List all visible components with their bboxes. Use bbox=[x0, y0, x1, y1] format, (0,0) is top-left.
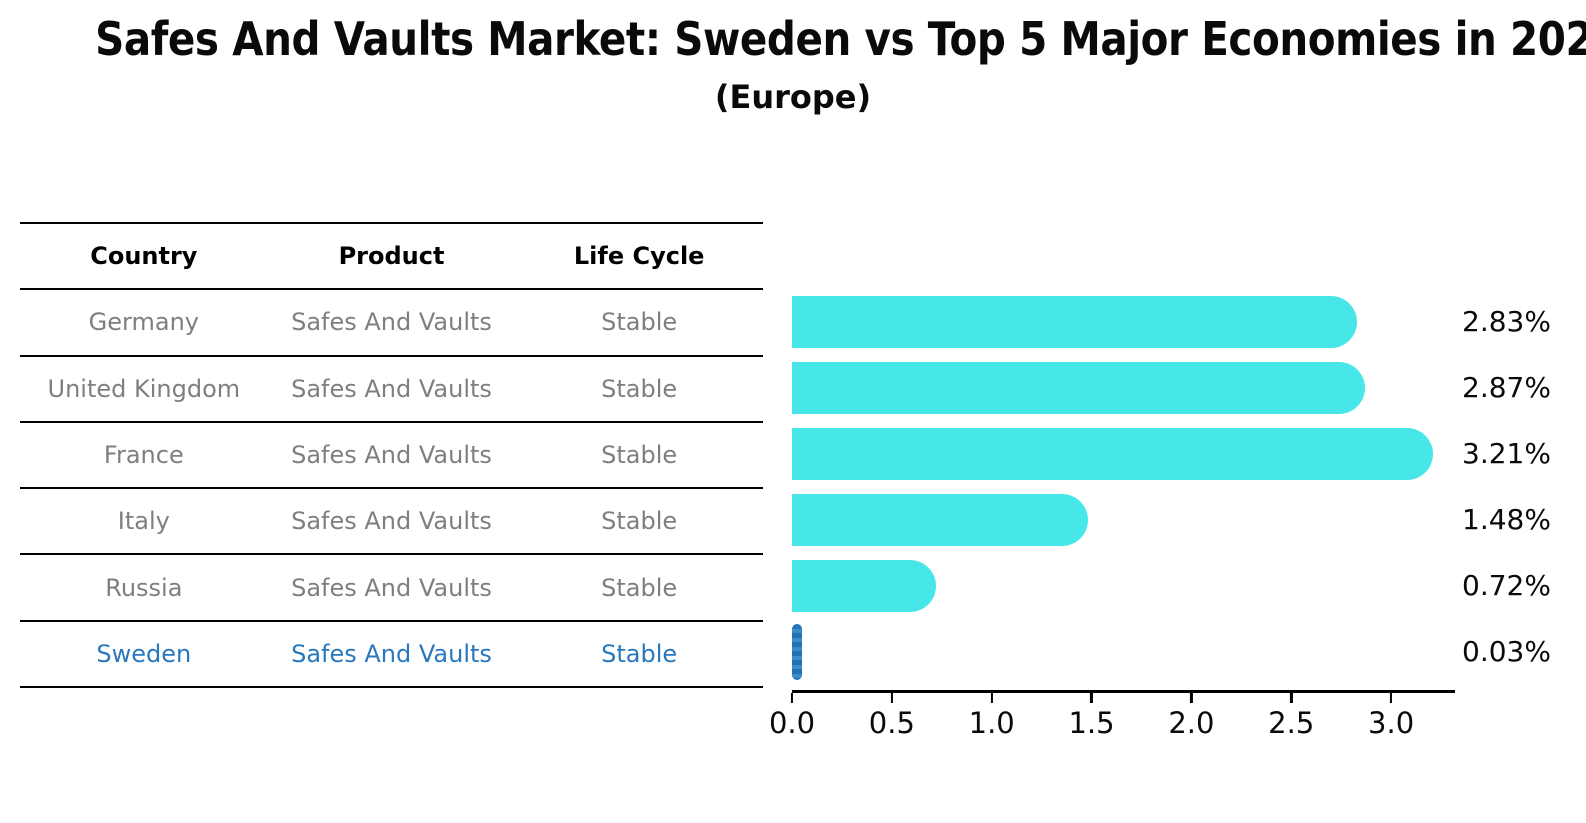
table-row-france: France Safes And Vaults Stable bbox=[20, 423, 763, 490]
country-table: Country Product Life Cycle Germany Safes… bbox=[20, 222, 763, 689]
cell-product: Safes And Vaults bbox=[291, 573, 492, 602]
cell-product: Safes And Vaults bbox=[291, 441, 492, 470]
cell-country: Sweden bbox=[96, 639, 192, 668]
tick-mark bbox=[790, 693, 794, 703]
page-subtitle: (Europe) bbox=[714, 78, 872, 116]
cell-country: Italy bbox=[117, 507, 170, 536]
x-axis-tick: 1.0 bbox=[969, 693, 1015, 740]
table-row-italy: Italy Safes And Vaults Stable bbox=[20, 489, 763, 556]
cell-country: United Kingdom bbox=[47, 374, 241, 403]
tick-label: 2.0 bbox=[1168, 706, 1215, 740]
value-label-italy: 1.48% bbox=[1462, 503, 1551, 536]
cell-life-cycle: Stable bbox=[601, 374, 678, 403]
table-row-russia: Russia Safes And Vaults Stable bbox=[20, 555, 763, 622]
bar-germany bbox=[792, 296, 1358, 348]
x-axis-tick: 0.5 bbox=[869, 693, 915, 740]
tick-mark bbox=[890, 693, 894, 703]
x-axis-tick: 0.0 bbox=[769, 693, 815, 740]
bar-russia bbox=[792, 560, 936, 612]
tick-mark bbox=[1090, 693, 1093, 703]
page-title: Safes And Vaults Market: Sweden vs Top 5… bbox=[95, 12, 1586, 66]
tick-mark bbox=[1289, 693, 1293, 703]
cell-product: Safes And Vaults bbox=[291, 374, 492, 403]
tick-label: 1.0 bbox=[968, 706, 1015, 740]
value-label-france: 3.21% bbox=[1462, 437, 1551, 470]
value-label-sweden: 0.03% bbox=[1462, 635, 1551, 668]
tick-mark bbox=[990, 693, 993, 703]
table-header-life-cycle: Life Cycle bbox=[573, 242, 705, 271]
table-row-sweden-highlighted: Sweden Safes And Vaults Stable bbox=[20, 622, 763, 689]
x-axis-tick: 2.5 bbox=[1268, 693, 1314, 740]
value-label-russia: 0.72% bbox=[1462, 569, 1551, 602]
table-header-product: Product bbox=[338, 242, 445, 271]
table-row-germany: Germany Safes And Vaults Stable bbox=[20, 290, 763, 357]
cell-life-cycle: Stable bbox=[601, 308, 678, 337]
table-header-row: Country Product Life Cycle bbox=[20, 224, 763, 291]
value-label-germany: 2.83% bbox=[1462, 305, 1551, 338]
x-axis-tick: 3.0 bbox=[1368, 693, 1414, 740]
cell-life-cycle: Stable bbox=[601, 639, 678, 668]
cell-life-cycle: Stable bbox=[601, 507, 678, 536]
bar-value-labels: 2.83% 2.87% 3.21% 1.48% 0.72% 0.03% bbox=[1462, 290, 1582, 693]
bar-italy bbox=[792, 494, 1088, 546]
cell-product: Safes And Vaults bbox=[291, 507, 492, 536]
bar-sweden-highlighted bbox=[792, 624, 802, 680]
table-header-country: Country bbox=[90, 242, 198, 271]
tick-label: 1.5 bbox=[1068, 706, 1115, 740]
cell-product: Safes And Vaults bbox=[291, 308, 492, 337]
cell-country: Germany bbox=[88, 308, 199, 337]
bar-france bbox=[792, 428, 1434, 480]
bar-chart-plot-area: 0.0 0.5 1.0 1.5 2.0 2.5 3.0 bbox=[769, 290, 1455, 740]
tick-label: 3.0 bbox=[1368, 706, 1415, 740]
tick-label: 2.5 bbox=[1268, 706, 1315, 740]
cell-life-cycle: Stable bbox=[601, 441, 678, 470]
tick-label: 0.5 bbox=[868, 706, 915, 740]
cell-life-cycle: Stable bbox=[601, 573, 678, 602]
cell-country: Russia bbox=[105, 573, 183, 602]
tick-mark bbox=[1389, 693, 1393, 703]
value-label-united-kingdom: 2.87% bbox=[1462, 371, 1551, 404]
table-row-united-kingdom: United Kingdom Safes And Vaults Stable bbox=[20, 357, 763, 423]
tick-label: 0.0 bbox=[768, 706, 816, 740]
cell-product: Safes And Vaults bbox=[291, 639, 492, 668]
cell-country: France bbox=[103, 441, 184, 470]
bar-united-kingdom bbox=[792, 362, 1366, 414]
tick-mark bbox=[1190, 693, 1193, 703]
x-axis-tick: 1.5 bbox=[1068, 693, 1115, 740]
x-axis-tick: 2.0 bbox=[1168, 693, 1214, 740]
